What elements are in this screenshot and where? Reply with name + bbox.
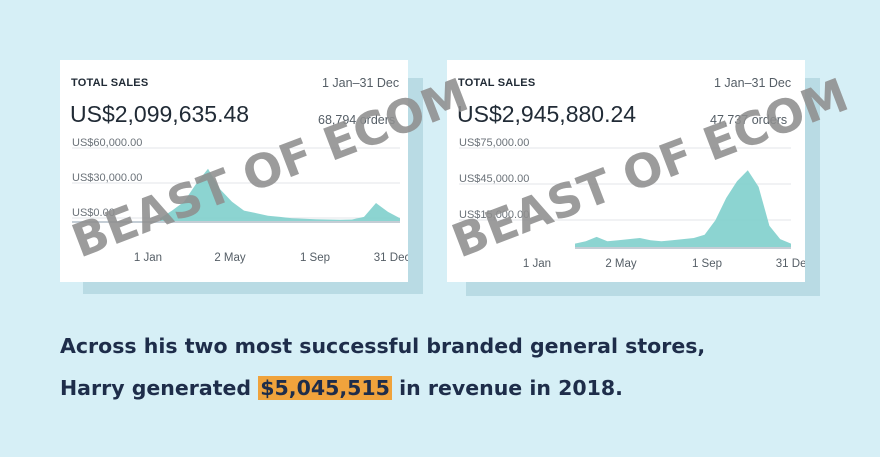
caption-text-before: Harry generated xyxy=(60,376,252,400)
caption-line-2: Harry generated $5,045,515 in revenue in… xyxy=(60,376,623,400)
y-tick-label: US$30,000.00 xyxy=(72,172,142,184)
y-tick-label: US$0.00 xyxy=(72,207,115,219)
x-tick-label: 1 Jan xyxy=(523,258,551,270)
total-sales-value: US$2,945,880.24 xyxy=(457,101,637,127)
card-panel: TOTAL SALES 1 Jan–31 Dec US$2,099,635.48… xyxy=(60,60,408,282)
total-sales-value: US$2,099,635.48 xyxy=(70,101,250,127)
x-tick-label: 2 May xyxy=(605,258,637,270)
revenue-highlight: $5,045,515 xyxy=(258,376,392,400)
date-range: 1 Jan–31 Dec xyxy=(322,76,400,90)
y-tick-label: US$75,000.00 xyxy=(459,137,529,149)
card-title: TOTAL SALES xyxy=(458,77,536,89)
caption-text-after: in revenue in 2018. xyxy=(399,376,623,400)
x-tick-label: 1 Jan xyxy=(134,252,162,264)
sales-area xyxy=(575,170,791,248)
x-tick-label: 31 Dec xyxy=(374,252,408,264)
orders-count: 68,794 orders xyxy=(318,113,396,127)
y-tick-label: US$15,000.00 xyxy=(459,209,529,221)
date-range: 1 Jan–31 Dec xyxy=(714,76,792,90)
y-tick-label: US$45,000.00 xyxy=(459,173,529,185)
sales-area xyxy=(160,168,400,222)
y-tick-label: US$60,000.00 xyxy=(72,137,142,149)
x-tick-label: 1 Sep xyxy=(300,252,330,264)
card-panel: TOTAL SALES 1 Jan–31 Dec US$2,945,880.24… xyxy=(447,60,805,282)
x-tick-label: 1 Sep xyxy=(692,258,722,270)
card-title: TOTAL SALES xyxy=(71,77,149,89)
x-tick-label: 2 May xyxy=(214,252,246,264)
sales-chart: US$75,000.00 US$45,000.00 US$15,000.00 1 Ja… xyxy=(459,137,805,270)
caption-line-1: Across his two most successful branded g… xyxy=(60,334,706,358)
x-tick-label: 31 Dec xyxy=(776,258,805,270)
orders-count: 47,737 orders xyxy=(710,113,788,127)
sales-chart: US$60,000.00 US$30,000.00 US$0.00 1 Jan 2 Ma… xyxy=(72,137,408,264)
